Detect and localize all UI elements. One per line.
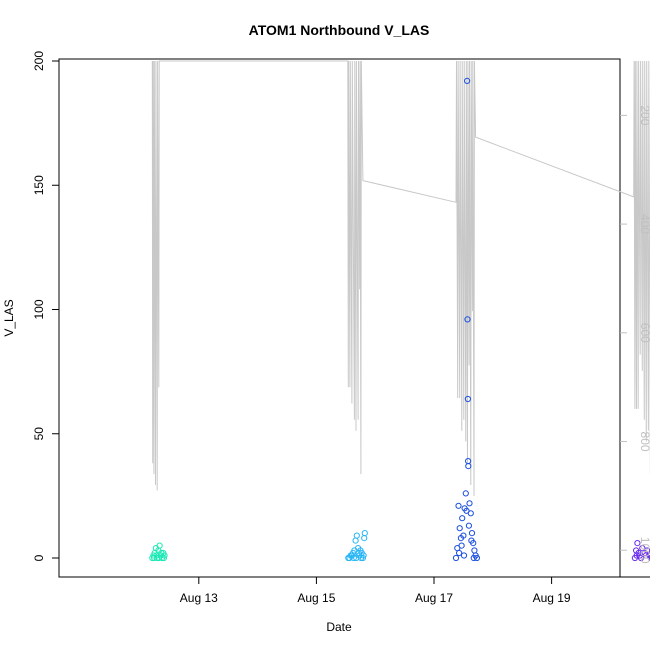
data-point — [467, 510, 474, 517]
scatter-points-layer — [149, 77, 650, 562]
y-tick-label: 150 — [32, 175, 46, 195]
data-point — [471, 547, 478, 554]
data-point — [648, 555, 650, 561]
data-point — [455, 502, 462, 509]
data-point — [468, 530, 476, 537]
data-point — [350, 554, 357, 562]
data-point — [647, 555, 650, 561]
y-tick-label: 50 — [32, 427, 46, 441]
x-axis-label: Date — [326, 620, 352, 634]
data-point — [642, 552, 650, 559]
x-tick-label: Aug 15 — [297, 591, 335, 605]
data-point — [359, 554, 366, 562]
data-point — [466, 500, 473, 507]
data-point — [460, 552, 468, 559]
y-axis-label: V_LAS — [2, 299, 16, 336]
data-point — [360, 552, 367, 559]
data-point — [460, 532, 467, 539]
x-tick-label: Aug 17 — [415, 591, 453, 605]
data-point — [156, 542, 163, 549]
data-point — [158, 549, 165, 557]
y-tick-label: 200 — [32, 51, 46, 71]
data-point — [361, 530, 368, 537]
right-tick-label: 800 — [638, 432, 650, 452]
right-depth-axis: 200 400 600 800 1000 — [620, 105, 650, 564]
data-point — [464, 395, 471, 403]
data-point — [465, 458, 472, 465]
data-point — [464, 77, 471, 85]
y-tick-label: 100 — [32, 299, 46, 319]
x-tick-label: Aug 19 — [533, 591, 571, 605]
data-point — [452, 554, 460, 562]
data-point — [468, 537, 475, 544]
data-point — [459, 515, 466, 522]
data-point — [634, 540, 641, 547]
x-tick-label: Aug 13 — [180, 591, 218, 605]
data-point — [464, 316, 471, 323]
data-point — [473, 554, 480, 562]
depth-trace-layer — [151, 60, 650, 496]
y-axis: 0 50 100 150 200 — [32, 51, 59, 561]
data-point — [353, 532, 360, 539]
right-tick-label: 1000 — [638, 537, 650, 564]
data-point — [462, 490, 469, 497]
chart-title: ATOM1 Northbound V_LAS — [249, 22, 430, 38]
data-point — [458, 542, 465, 549]
right-tick-label: 200 — [638, 105, 650, 125]
data-point — [639, 545, 646, 552]
data-point — [352, 537, 359, 544]
y-tick-label: 0 — [32, 554, 46, 561]
data-point — [361, 535, 368, 542]
depth-trace-line — [151, 60, 650, 496]
data-point — [456, 525, 463, 532]
data-point — [465, 522, 472, 529]
data-point — [470, 554, 477, 562]
data-point — [355, 549, 362, 557]
plot-frame — [58, 58, 621, 578]
data-point — [637, 554, 645, 562]
right-tick-label: 600 — [638, 323, 650, 343]
data-point — [465, 463, 472, 470]
right-tick-label: 400 — [638, 214, 650, 234]
data-point — [456, 549, 463, 557]
data-point — [160, 554, 167, 562]
